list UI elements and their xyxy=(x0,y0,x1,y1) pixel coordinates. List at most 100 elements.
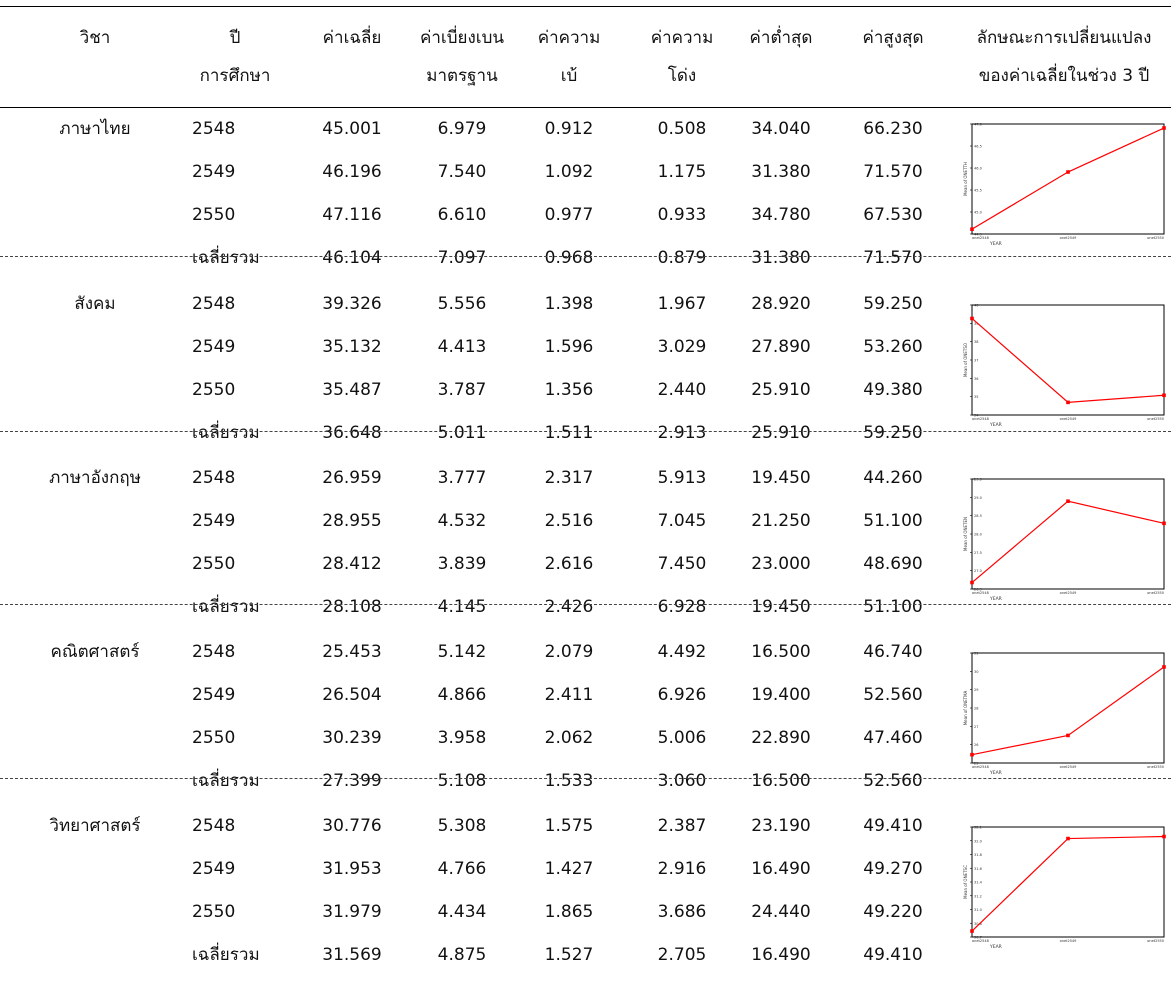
x-tick-label: onet2548 xyxy=(972,591,989,595)
y-tick-label: 26 xyxy=(974,743,978,747)
cell-skew: 2.616 xyxy=(544,554,594,574)
cell-mean: 27.399 xyxy=(322,771,382,791)
cell-sd: 7.097 xyxy=(437,248,487,268)
cell-min: 16.490 xyxy=(751,859,811,879)
y-tick-label: 31.8 xyxy=(974,853,982,857)
header-kurt-line1: ค่าความ xyxy=(650,28,714,48)
data-point xyxy=(1066,400,1070,405)
group-separator xyxy=(0,256,1171,257)
cell-max: 67.530 xyxy=(863,205,923,225)
y-tick-label: 31.6 xyxy=(974,867,982,871)
x-tick-label: onet2549 xyxy=(1060,236,1077,240)
trend-chart: 26.9 27.0 27.5 28.0 28.5 29.0 29.5 onet2548 onet… xyxy=(963,478,1166,602)
y-tick-label: 46.0 xyxy=(974,167,982,171)
cell-sd: 4.766 xyxy=(437,859,487,879)
header-skew-line2: เบ้ xyxy=(560,66,578,86)
y-axis-label: Mean of ONETEN xyxy=(963,517,968,551)
cell-skew: 1.596 xyxy=(544,337,594,357)
x-axis-label: YEAR xyxy=(989,241,1002,247)
y-tick-label: 28.0 xyxy=(974,533,982,537)
y-tick-label: 40 xyxy=(974,304,978,308)
x-tick-label: onet2548 xyxy=(972,236,989,240)
cell-kurt: 3.686 xyxy=(657,902,707,922)
y-tick-label: 27.5 xyxy=(974,551,982,555)
cell-max: 44.260 xyxy=(863,468,923,488)
cell-skew: 1.398 xyxy=(544,294,594,314)
cell-mean: 39.326 xyxy=(322,294,382,314)
data-point xyxy=(1162,126,1166,130)
y-tick-label: 46.5 xyxy=(974,145,982,149)
data-point xyxy=(1162,521,1166,526)
y-tick-label: 30 xyxy=(974,670,978,674)
cell-sd: 4.145 xyxy=(437,597,487,617)
cell-max: 71.570 xyxy=(863,162,923,182)
cell-year: เฉลี่ยรวม xyxy=(192,945,260,965)
cell-max: 59.250 xyxy=(863,423,923,443)
cell-mean: 26.959 xyxy=(322,468,382,488)
x-axis-label: YEAR xyxy=(989,770,1002,776)
cell-min: 19.450 xyxy=(751,597,811,617)
x-tick-label: onet2550 xyxy=(1147,417,1164,421)
cell-kurt: 7.045 xyxy=(657,511,707,531)
header-min: ค่าต่ำสุด xyxy=(749,28,813,48)
cell-kurt: 4.492 xyxy=(657,642,707,662)
cell-skew: 0.977 xyxy=(544,205,594,225)
data-point xyxy=(1066,733,1070,738)
header-year-line1: ปี xyxy=(229,28,241,48)
cell-kurt: 5.913 xyxy=(657,468,707,488)
cell-year: 2549 xyxy=(192,859,236,879)
cell-mean: 26.504 xyxy=(322,685,382,705)
x-tick-label: onet2548 xyxy=(972,417,989,421)
data-point xyxy=(970,929,974,933)
y-tick-label: 45.5 xyxy=(974,189,982,193)
y-tick-label: 26.9 xyxy=(974,588,982,592)
cell-year: 2549 xyxy=(192,162,236,182)
cell-min: 16.490 xyxy=(751,945,811,965)
cell-mean: 46.104 xyxy=(322,248,382,268)
cell-mean: 31.569 xyxy=(322,945,382,965)
cell-skew: 0.912 xyxy=(544,119,594,139)
data-point xyxy=(1066,170,1070,174)
x-tick-label: onet2548 xyxy=(972,939,989,943)
cell-kurt: 1.175 xyxy=(657,162,707,182)
x-axis-label: YEAR xyxy=(989,596,1002,602)
cell-max: 47.460 xyxy=(863,728,923,748)
subject-name: ภาษาอังกฤษ xyxy=(49,468,141,488)
x-tick-label: onet2549 xyxy=(1060,591,1077,595)
y-tick-label: 37 xyxy=(974,359,978,363)
cell-sd: 5.142 xyxy=(437,642,487,662)
cell-kurt: 0.879 xyxy=(657,248,707,268)
cell-min: 34.040 xyxy=(751,119,811,139)
cell-skew: 2.079 xyxy=(544,642,594,662)
header-skew-line1: ค่าความ xyxy=(537,28,601,48)
cell-kurt: 2.387 xyxy=(657,816,707,836)
y-tick-label: 31.0 xyxy=(974,908,982,912)
group-separator xyxy=(0,431,1171,432)
y-tick-label: 30.8 xyxy=(974,922,982,926)
x-tick-label: onet2549 xyxy=(1060,765,1077,769)
cell-year: เฉลี่ยรวม xyxy=(192,423,260,443)
data-point xyxy=(970,752,974,757)
cell-sd: 4.434 xyxy=(437,902,487,922)
y-tick-label: 45.0 xyxy=(974,211,982,215)
header-max: ค่าสูงสุด xyxy=(862,28,924,48)
cell-kurt: 3.029 xyxy=(657,337,707,357)
group-separator xyxy=(0,604,1171,605)
cell-mean: 28.108 xyxy=(322,597,382,617)
cell-max: 59.250 xyxy=(863,294,923,314)
cell-kurt: 6.928 xyxy=(657,597,707,617)
x-tick-label: onet2550 xyxy=(1147,939,1164,943)
y-axis-label: Mean of ONETSC xyxy=(963,865,968,899)
x-tick-label: onet2550 xyxy=(1147,591,1164,595)
cell-min: 19.400 xyxy=(751,685,811,705)
cell-year: 2548 xyxy=(192,294,236,314)
plot-frame xyxy=(971,123,1165,235)
cell-sd: 5.011 xyxy=(437,423,487,443)
cell-year: 2548 xyxy=(192,642,236,662)
cell-max: 46.740 xyxy=(863,642,923,662)
cell-kurt: 2.440 xyxy=(657,380,707,400)
trend-chart: 30.7 30.8 31.0 31.2 31.4 31.6 31.8 32.0 32.1 onet… xyxy=(963,826,1166,950)
y-axis-label: Mean of ONETSO xyxy=(963,343,968,377)
x-tick-label: onet2550 xyxy=(1147,236,1164,240)
